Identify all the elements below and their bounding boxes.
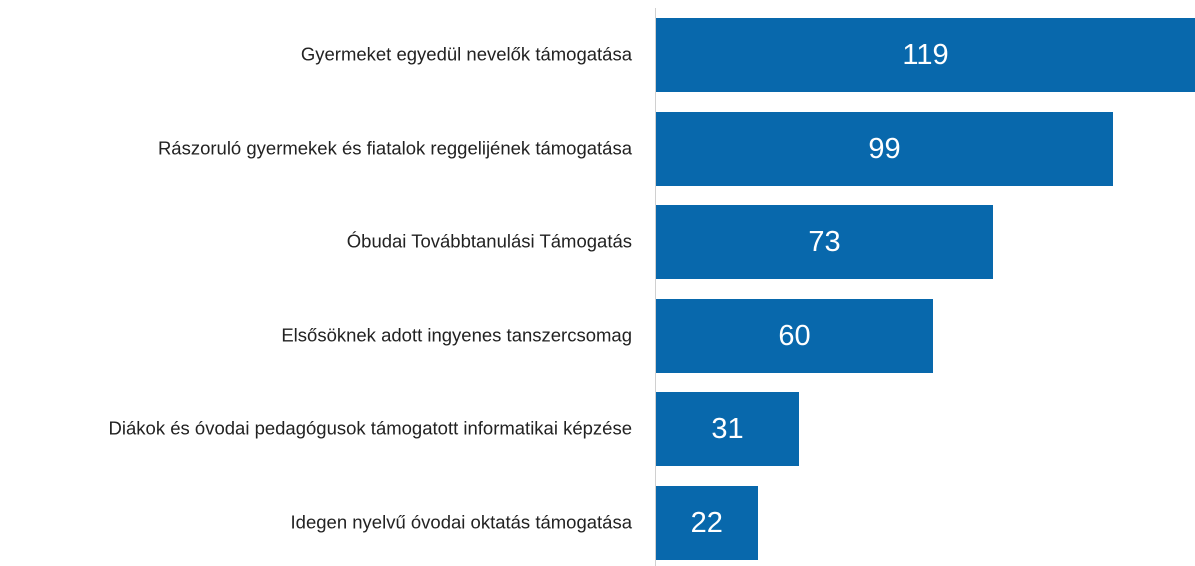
y-tick-label-row: Rászoruló gyermekek és fiatalok reggelij… — [0, 135, 632, 162]
bar — [656, 18, 1195, 92]
bar — [656, 298, 933, 373]
value-label: 22 — [690, 507, 723, 539]
y-tick-label: Rászoruló gyermekek és fiatalok reggelij… — [157, 137, 632, 159]
y-tick-label: Idegen nyelvű óvodai oktatás támogatása — [290, 511, 632, 533]
value-label: 31 — [711, 413, 744, 446]
y-tick-label-row: Óbudai Továbbtanulási Támogatás — [0, 229, 632, 256]
y-tick-label: Elsősöknek adott ingyenes tanszercsomag — [281, 324, 632, 346]
value-label: 73 — [808, 226, 841, 259]
y-tick-label-row: Idegen nyelvű óvodai oktatás támogatása — [0, 510, 632, 537]
value-label: 60 — [778, 319, 811, 352]
bar — [656, 111, 1113, 186]
y-tick-label-row: Elsősöknek adott ingyenes tanszercsomag — [0, 322, 632, 349]
y-tick-label-row: Diákok és óvodai pedagógusok támogatott … — [0, 416, 632, 443]
category-axis — [655, 8, 656, 566]
bar — [656, 486, 758, 560]
y-tick-label: Diákok és óvodai pedagógusok támogatott … — [108, 417, 632, 439]
value-label: 119 — [902, 39, 949, 71]
y-tick-label-row: Gyermeket egyedül nevelők támogatása — [0, 42, 632, 69]
value-label: 99 — [868, 132, 901, 165]
bar — [656, 392, 800, 467]
y-tick-label: Gyermeket egyedül nevelők támogatása — [300, 43, 632, 65]
y-tick-label: Óbudai Továbbtanulási Támogatás — [346, 230, 632, 252]
bar — [656, 205, 993, 280]
